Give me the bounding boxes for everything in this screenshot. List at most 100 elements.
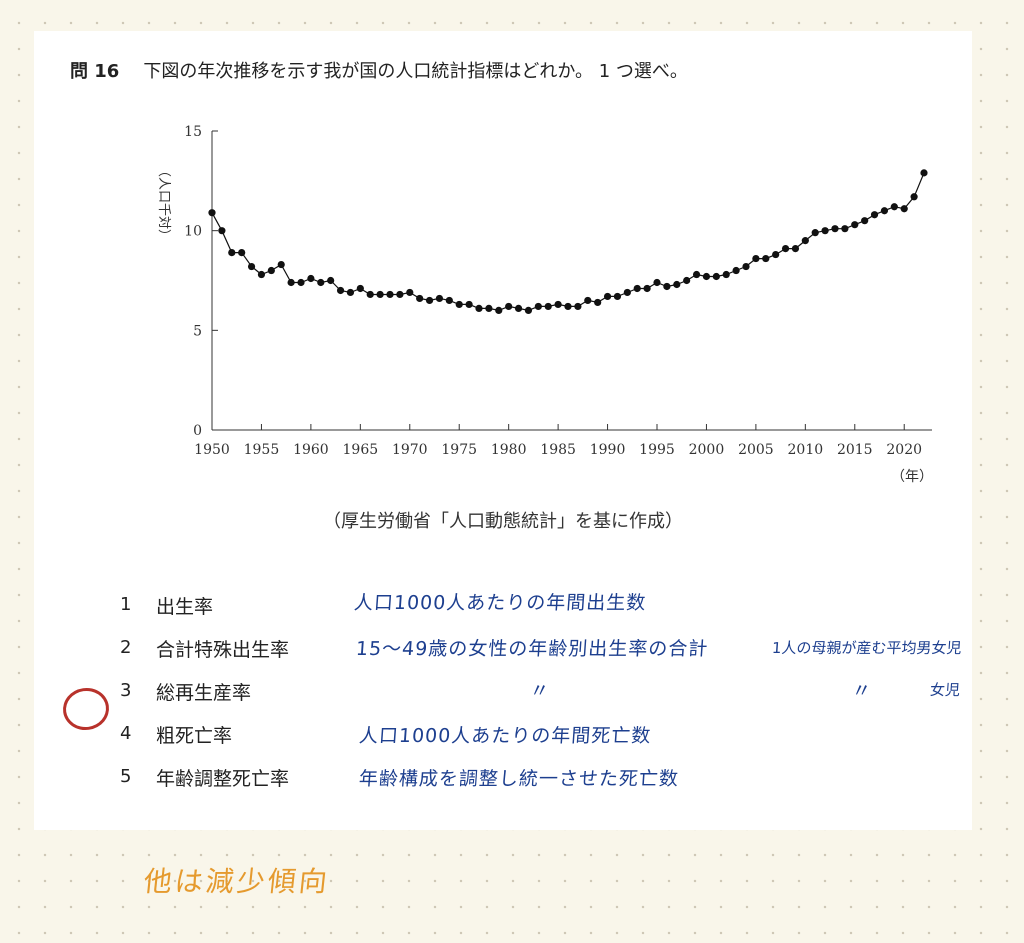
x-tick-label: 1970 <box>392 442 428 458</box>
data-point <box>870 211 879 219</box>
data-point <box>277 260 285 269</box>
data-point <box>584 296 592 305</box>
option-4-label: 粗死亡率 <box>156 725 233 747</box>
option-5-label: 年齢調整死亡率 <box>156 768 290 790</box>
data-point <box>910 193 918 201</box>
data-point <box>801 237 809 245</box>
x-tick-label: 2005 <box>738 442 774 458</box>
x-tick-label: 1995 <box>639 442 675 458</box>
data-point <box>880 207 889 215</box>
data-point <box>396 290 404 299</box>
data-point <box>752 254 760 263</box>
data-point <box>791 245 800 253</box>
x-tick-label: 2020 <box>886 442 922 458</box>
data-point <box>742 262 750 271</box>
answer-options: 1 出生率 2 合計特殊出生率 3 総再生産率 4 粗死亡率 5 年齢調整死亡率… <box>34 31 972 830</box>
option-4-number: 4 <box>120 723 132 744</box>
data-point <box>327 276 335 285</box>
chart-series <box>208 169 928 314</box>
data-point <box>554 300 562 309</box>
y-tick-label: 0 <box>193 423 202 439</box>
data-point <box>257 270 266 279</box>
data-point <box>831 225 839 233</box>
data-point <box>425 296 434 305</box>
data-point <box>594 298 602 307</box>
data-point <box>356 284 364 293</box>
data-point <box>663 282 671 291</box>
y-tick-label: 5 <box>193 323 202 339</box>
data-point <box>346 288 355 297</box>
data-point <box>653 278 661 287</box>
data-point <box>841 225 849 233</box>
x-tick-label: 2015 <box>837 442 873 458</box>
data-point <box>702 272 711 281</box>
data-point <box>238 248 246 257</box>
chart-axes: 0 5 10 15 1950 1955 1960 1965 1970 1975 1980 1985 19… <box>184 124 932 458</box>
data-point <box>623 288 631 297</box>
data-point <box>228 248 236 257</box>
data-point <box>218 227 226 235</box>
x-tick-label: 1965 <box>343 442 379 458</box>
data-point <box>762 254 770 263</box>
data-point <box>683 276 691 285</box>
data-point <box>920 169 928 177</box>
note-birth-rate: 人口1000人あたりの年間出生数 <box>353 592 648 614</box>
data-point <box>712 272 720 281</box>
option-2-label: 合計特殊出生率 <box>156 639 290 661</box>
question-sheet: 問 16 下図の年次推移を示す我が国の人口統計指標はどれか。 1 つ選べ。 0 5… <box>34 31 972 830</box>
data-point <box>692 270 701 279</box>
data-point <box>406 288 414 297</box>
data-point <box>317 278 325 287</box>
data-point <box>366 290 374 299</box>
x-tick-label: 1990 <box>590 442 626 458</box>
data-point <box>495 306 503 314</box>
handwritten-note-others-decreasing: 他は減少傾向 <box>142 865 332 898</box>
data-point <box>821 227 829 235</box>
data-point <box>781 245 790 253</box>
data-point <box>514 304 523 313</box>
data-point <box>603 292 612 301</box>
data-point <box>732 266 740 275</box>
y-tick-label: 10 <box>184 224 202 240</box>
data-point <box>475 304 483 313</box>
data-point <box>574 302 582 311</box>
data-point <box>722 270 730 279</box>
data-point <box>297 278 305 287</box>
data-point <box>267 266 275 275</box>
data-point <box>673 280 681 289</box>
x-tick-label: 1980 <box>491 442 527 458</box>
data-point <box>376 290 384 299</box>
x-tick-label: 1975 <box>441 442 477 458</box>
x-tick-label: 1950 <box>194 442 230 458</box>
data-point <box>485 304 493 313</box>
data-point <box>544 302 552 311</box>
x-tick-label: 1955 <box>244 442 280 458</box>
data-point <box>505 302 513 311</box>
data-point <box>247 262 256 271</box>
data-point <box>455 300 463 309</box>
note-grr-ditto-1: 〃 <box>529 680 551 702</box>
option-1-number: 1 <box>120 594 132 615</box>
data-point <box>386 290 394 299</box>
line-chart: 0 5 10 15 1950 1955 1960 1965 1970 1975 1980 1985 19… <box>156 124 933 485</box>
y-tick-label: 15 <box>184 124 202 140</box>
data-point <box>416 294 424 303</box>
y-axis-label: （人口千対） <box>156 164 171 242</box>
data-point <box>900 205 908 213</box>
x-tick-label: 2010 <box>788 442 824 458</box>
question-number: 問 16 <box>70 61 120 82</box>
note-crude-death-rate: 人口1000人あたりの年間死亡数 <box>358 725 653 747</box>
note-tfr-mother: 1人の母親が産む平均男女児 <box>771 639 963 657</box>
option-5-number: 5 <box>120 766 132 787</box>
option-1-label: 出生率 <box>156 596 214 618</box>
note-grr-ditto-2: 〃 <box>851 680 873 702</box>
data-point <box>307 274 315 283</box>
option-2-number: 2 <box>120 637 132 658</box>
question-text: 下図の年次推移を示す我が国の人口統計指標はどれか。 1 つ選べ。 <box>143 61 688 82</box>
data-point <box>524 306 533 314</box>
data-point <box>633 284 641 293</box>
data-point <box>465 300 473 309</box>
option-3-label: 総再生産率 <box>156 682 252 704</box>
data-point <box>287 278 295 287</box>
data-point <box>643 284 651 293</box>
